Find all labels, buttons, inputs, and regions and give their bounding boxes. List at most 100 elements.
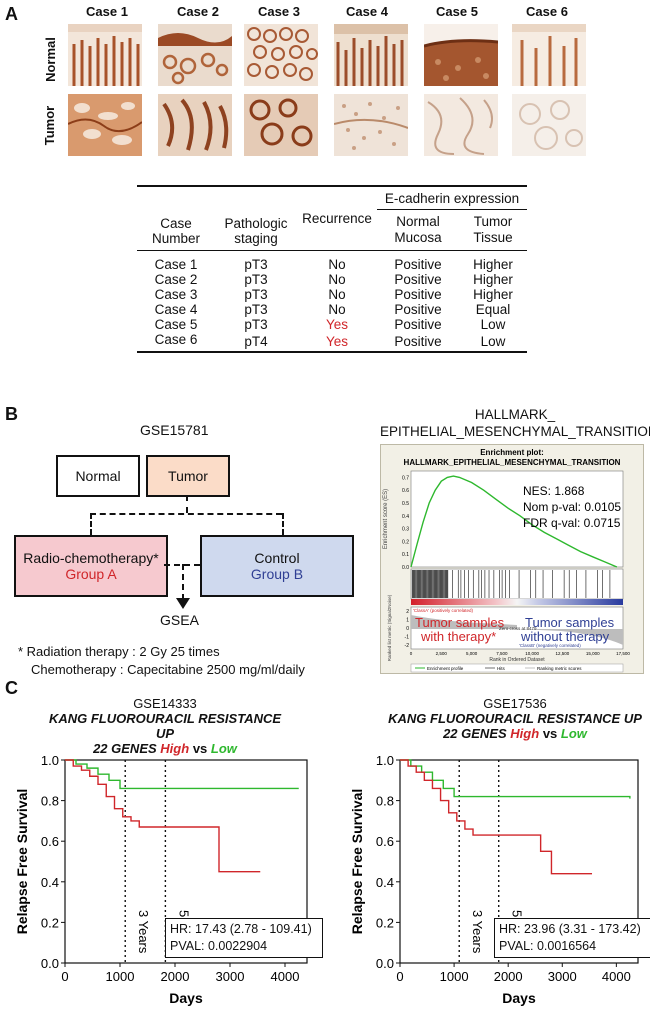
y-tick-label: 0.0 [41, 956, 59, 971]
km2-legend: 22 GENES High vs Low [443, 726, 587, 741]
legend-hits: Hits [497, 666, 505, 671]
fdr-value: FDR q-val: 0.0715 [523, 516, 621, 530]
header-tumor-tissue: Tumor Tissue [473, 214, 513, 245]
es-axis-label: Enrichment score (ES) [383, 489, 389, 549]
nom-p-value: Nom p-val: 0.0105 [523, 500, 621, 514]
km-plot-gse14333: 1.0 0.8 0.6 0.4 0.2 0.00 1000 2000 3000 4000 Days R… [14, 753, 308, 1006]
y-tick-label: 0.8 [41, 794, 59, 809]
header-normal-mucosa: Normal Mucosa [394, 214, 442, 245]
enrichment-plot-svg: Enrichment plot: HALLMARK_EPITHELIAL_MES… [383, 448, 630, 673]
header-staging: Pathologic staging [224, 216, 288, 246]
legend-ranking: Ranking metric scores [537, 666, 582, 671]
y-tick-label: 0.2 [376, 915, 394, 930]
header-recurrence: Recurrence [302, 211, 372, 226]
rank-tick: -1 [405, 635, 410, 641]
table-row: Case 3 pT3 No Positive Higher [154, 286, 513, 302]
x-tick: 10,000 [525, 651, 539, 656]
case-header: Case 5 [436, 4, 478, 19]
es-tick: 0.5 [402, 501, 409, 507]
class-a-label: 'ClassA' (positively correlated) [413, 608, 473, 613]
case-header: Case 1 [86, 4, 128, 19]
x-tick-label: 3000 [548, 969, 577, 984]
hits-barcode [411, 570, 611, 598]
x-tick-label: 1000 [106, 969, 135, 984]
x-tick-label: 4000 [602, 969, 631, 984]
legend-enrichment: Enrichment profile [427, 666, 464, 671]
case-header: Case 3 [258, 4, 300, 19]
y-tick-label: 0.6 [376, 834, 394, 849]
x-tick: 7,500 [496, 651, 508, 656]
x-tick: 12,500 [556, 651, 570, 656]
table-row: Case 1 pT3 No Positive Higher [154, 256, 513, 272]
rank-heatbar [411, 599, 623, 605]
panel-a-letter: A [5, 4, 18, 24]
rank-metric-fill [411, 615, 623, 645]
table-row: Case 4 pT3 No Positive Equal [154, 301, 511, 317]
tumor-box: Tumor [146, 455, 230, 497]
histology-normal-case3 [244, 24, 318, 86]
enrichment-plot: Enrichment plot: HALLMARK_EPITHELIAL_MES… [380, 444, 644, 674]
es-curve [410, 475, 618, 568]
low-risk-curve [65, 759, 299, 790]
class-b-label: 'ClassB' (negatively correlated) [519, 643, 581, 648]
connector [282, 513, 284, 535]
es-tick: 0.7 [402, 475, 409, 481]
x-tick-label: 2000 [494, 969, 523, 984]
km2-stats: HR: 23.96 (3.31 - 173.42) PVAL: 0.001656… [494, 918, 650, 958]
group-a-box: Radio-chemotherapy* Group A [14, 535, 168, 597]
tumor-without-2: without therapy [520, 629, 610, 644]
histology-tumor-case2 [158, 94, 232, 156]
plot-header-2: HALLMARK_EPITHELIAL_MESENCHYMAL_TRANSITI… [404, 458, 621, 467]
histology-tumor-case6 [512, 94, 586, 156]
km2-dataset: GSE17536 [483, 696, 547, 711]
rank-tick: 0 [406, 626, 409, 632]
table-row: Case 5 pT3 Yes Positive Low [154, 316, 506, 332]
table-row: Case 6 pT4 Yes Positive Low [137, 332, 527, 352]
km1-hr: HR: 17.43 (2.78 - 109.41) [170, 922, 312, 936]
km1-dataset: GSE14333 [133, 696, 197, 711]
dataset-label: GSE15781 [140, 422, 209, 438]
arrow-down-icon [176, 598, 190, 609]
km1-subtitle: KANG FLUOROURACIL RESISTANCE UP [48, 711, 282, 741]
es-tick: 0.3 [402, 527, 409, 533]
histology-tumor-case5 [424, 94, 498, 156]
es-tick: 0.2 [402, 539, 409, 545]
x-tick: 17,500 [616, 651, 630, 656]
y-axis-label: Relapse Free Survival [349, 789, 365, 935]
histology-tumor-case3 [244, 94, 318, 156]
connector [186, 495, 188, 513]
high-risk-curve [400, 759, 593, 875]
es-tick: 0.0 [402, 565, 409, 571]
footnote-chemo: Chemotherapy : Capecitabine 2500 mg/ml/d… [31, 662, 305, 677]
tumor-with-2: with therapy* [420, 629, 496, 644]
x-tick-label: 0 [61, 969, 68, 984]
rank-tick: 1 [406, 618, 409, 624]
low-risk-curve [400, 759, 631, 799]
rank-axis-label: Ranked list metric (Signal2Noise) [387, 594, 392, 661]
tumor-with-1: Tumor samples [415, 615, 505, 630]
table-row: Case 2 pT3 No Positive Higher [154, 271, 513, 287]
histology-tumor-case4 [334, 94, 408, 156]
x-tick-label: 1000 [440, 969, 469, 984]
gsea-title: HALLMARK_ EPITHELIAL_MESENCHYMAL_TRANSIT… [380, 407, 650, 439]
nes-value: NES: 1.868 [523, 484, 585, 498]
row-label-tumor: Tumor [42, 105, 58, 146]
x-tick-label: 2000 [161, 969, 190, 984]
es-tick: 0.1 [402, 552, 409, 558]
km1-header: GSE14333 KANG FLUOROURACIL RESISTANCE UP… [40, 696, 290, 756]
y-tick-label: 0.4 [41, 875, 59, 890]
x-tick-label: 3000 [216, 969, 245, 984]
rank-tick: -2 [405, 643, 410, 649]
km2-subtitle: KANG FLUOROURACIL RESISTANCE UP [388, 711, 642, 726]
rank-x-label: Rank in Ordered Dataset [489, 657, 545, 663]
histology-normal-case5 [424, 24, 498, 86]
panel-c-letter: C [5, 678, 18, 698]
group-b-box: Control Group B [200, 535, 354, 597]
gsea-label: GSEA [160, 612, 199, 628]
case-header: Case 2 [177, 4, 219, 19]
histology-normal-case4 [334, 24, 408, 86]
header-ecadherin: E-cadherin expression [377, 186, 527, 210]
case-header: Case 4 [346, 4, 388, 19]
x-tick: 0 [410, 651, 413, 656]
row-label-normal: Normal [42, 37, 58, 82]
